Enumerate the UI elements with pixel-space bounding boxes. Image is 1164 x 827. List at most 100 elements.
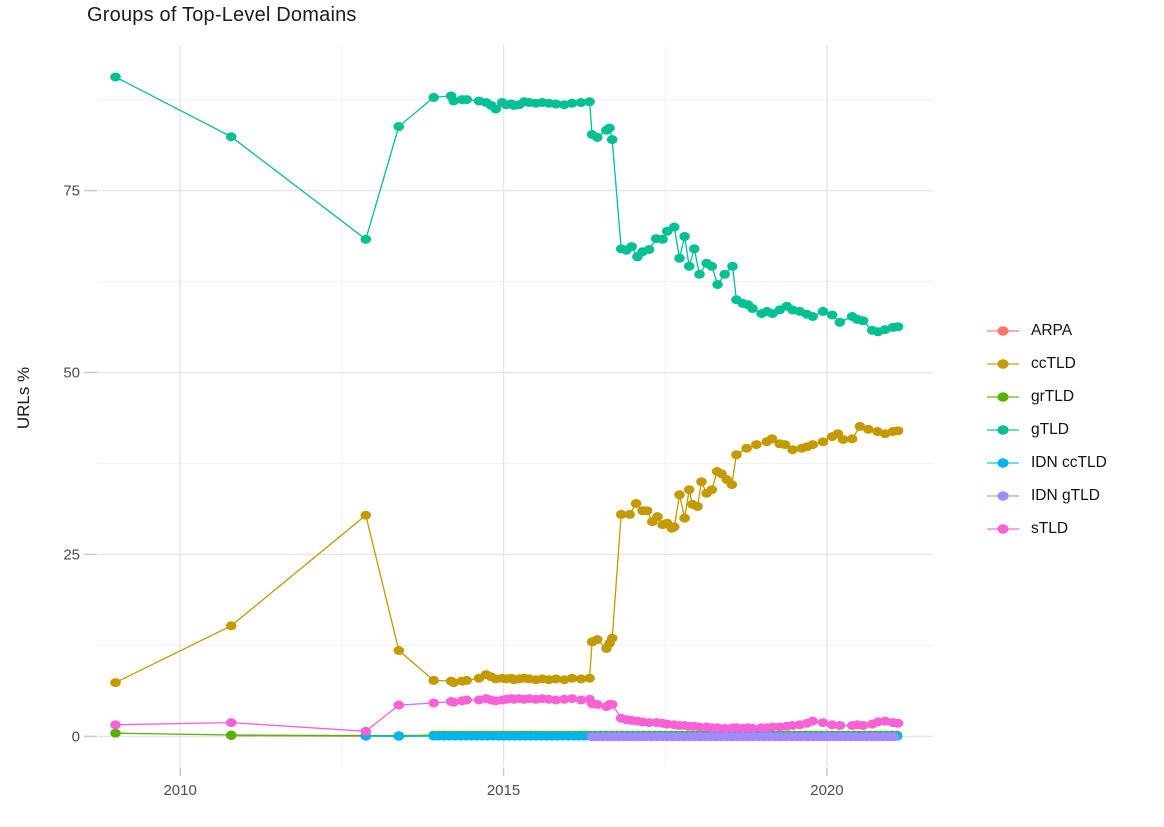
data-point	[360, 726, 372, 736]
data-point	[606, 633, 618, 643]
data-point	[679, 513, 690, 523]
data-point	[679, 231, 690, 241]
data-point	[807, 312, 818, 321]
data-point	[817, 437, 829, 447]
data-point	[626, 242, 637, 252]
data-point	[834, 317, 846, 327]
data-point	[110, 728, 121, 738]
data-point	[630, 499, 642, 508]
data-point	[863, 424, 874, 434]
y-tick-label: 0	[72, 728, 80, 745]
data-point	[550, 674, 562, 684]
data-point	[225, 730, 237, 740]
data-point	[606, 135, 618, 145]
data-point	[575, 695, 587, 705]
data-point	[566, 694, 578, 704]
data-point	[566, 98, 578, 108]
legend-label: IDN gTLD	[1031, 486, 1100, 504]
data-point	[575, 98, 587, 107]
data-point	[807, 440, 818, 450]
data-point	[592, 132, 603, 142]
x-tick-label: 2020	[810, 782, 843, 799]
data-point	[712, 280, 723, 289]
data-point	[779, 440, 791, 450]
data-point	[624, 509, 635, 519]
data-point	[657, 234, 668, 244]
x-tick-label: 2015	[487, 782, 520, 799]
legend-label: grTLD	[1031, 387, 1075, 405]
legend-label: ccTLD	[1031, 354, 1076, 372]
data-point	[461, 695, 473, 705]
series-points	[110, 72, 904, 742]
data-point	[110, 720, 121, 730]
data-point	[719, 723, 730, 733]
data-point	[846, 434, 858, 444]
data-point	[751, 440, 762, 450]
data-point	[837, 435, 849, 444]
data-point	[428, 92, 440, 102]
series-lines	[115, 76, 899, 738]
legend-item-idn-gtld: IDN gTLD	[986, 479, 1107, 512]
legend-label: IDN ccTLD	[1031, 453, 1107, 471]
legend-item-gtld: gTLD	[986, 413, 1107, 446]
data-point	[592, 699, 603, 709]
legend-key-icon	[987, 523, 1019, 534]
data-point	[669, 522, 680, 532]
y-tick-label: 75	[63, 183, 80, 200]
data-point	[592, 635, 603, 645]
data-point	[448, 697, 460, 707]
legend-key-icon	[987, 490, 1019, 501]
data-point	[669, 222, 680, 232]
legend-item-grtld: grTLD	[986, 380, 1107, 413]
series-points-cctld	[110, 421, 904, 688]
data-point	[741, 443, 752, 453]
series-points-gtld	[110, 72, 904, 337]
data-point	[393, 646, 405, 655]
data-point	[604, 123, 615, 133]
series-points-stld	[110, 694, 904, 736]
legend-item-cctld: ccTLD	[986, 347, 1107, 380]
data-point	[641, 506, 653, 516]
data-point	[550, 99, 562, 109]
data-point	[428, 698, 440, 708]
axis-ticks	[84, 189, 828, 776]
chart-title: Groups of Top-Level Domains	[87, 4, 357, 26]
data-point	[652, 512, 663, 522]
data-point	[643, 245, 655, 254]
data-point	[747, 304, 758, 313]
data-point	[731, 450, 742, 460]
data-point	[692, 501, 703, 511]
data-point	[674, 490, 685, 500]
data-point	[807, 716, 818, 726]
legend-key-icon	[987, 358, 1019, 369]
data-point	[747, 723, 758, 733]
legend-label: ARPA	[1031, 321, 1073, 339]
data-point	[490, 104, 502, 114]
data-point	[110, 678, 121, 688]
data-point	[393, 122, 405, 131]
data-point	[888, 732, 900, 742]
data-point	[892, 718, 904, 728]
data-point	[766, 434, 778, 444]
data-point	[683, 485, 695, 495]
data-point	[606, 699, 618, 709]
data-point	[225, 718, 237, 728]
series-points-idn-gtld	[586, 732, 900, 742]
data-point	[727, 261, 738, 271]
legend-key-icon	[987, 325, 1019, 336]
x-tick-label: 2010	[163, 782, 196, 799]
data-point	[892, 322, 904, 332]
data-point	[706, 485, 718, 495]
data-point	[674, 253, 685, 263]
data-point	[575, 674, 587, 684]
data-point	[461, 675, 473, 685]
legend-item-idn-cctld: IDN ccTLD	[986, 446, 1107, 479]
series-line-gtld	[115, 76, 899, 333]
data-point	[726, 480, 738, 490]
data-point	[817, 718, 829, 728]
tick-labels: 0 25 50 75 2010 2015 2020	[63, 183, 843, 799]
y-tick-label: 50	[63, 365, 80, 382]
data-point	[584, 97, 595, 107]
legend-label: sTLD	[1031, 519, 1069, 537]
data-point	[706, 261, 718, 271]
